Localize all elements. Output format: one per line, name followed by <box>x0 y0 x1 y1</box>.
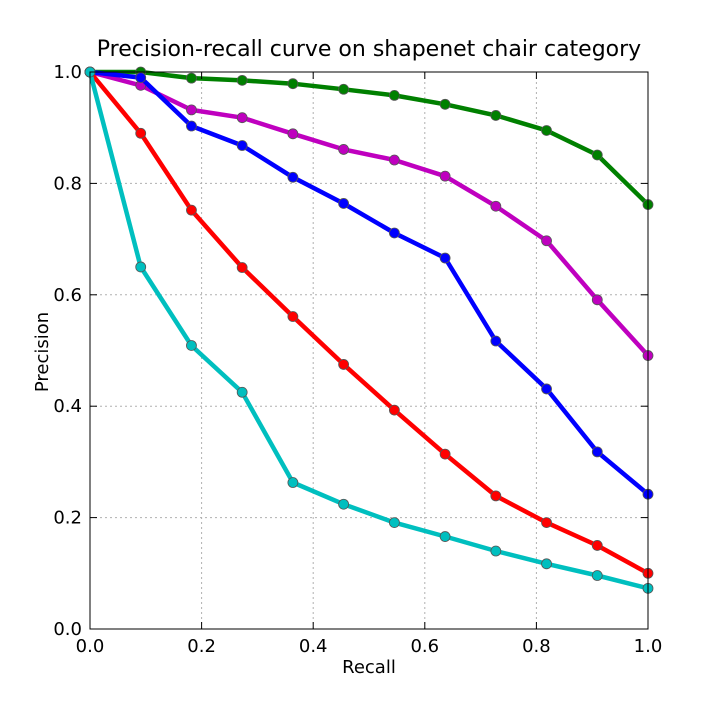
series-line <box>88 70 650 576</box>
data-point <box>236 386 248 398</box>
data-point <box>287 477 299 488</box>
data-point <box>287 78 299 90</box>
x-axis-label: Recall <box>342 657 396 678</box>
data-point <box>186 104 197 116</box>
data-point <box>236 262 248 273</box>
data-point <box>388 154 400 166</box>
data-point <box>541 383 552 395</box>
y-tick-label: 0.8 <box>53 173 82 194</box>
data-point <box>388 227 400 239</box>
data-point <box>135 261 147 273</box>
data-point <box>541 517 552 529</box>
x-tick-label: 0.0 <box>76 636 105 657</box>
x-tick-label: 0.6 <box>410 636 439 657</box>
data-point <box>490 545 502 557</box>
data-point <box>388 517 400 529</box>
data-point <box>186 72 197 84</box>
x-axis-ticks: 0.0 0.2 0.4 0.6 0.8 1.0 <box>76 72 663 657</box>
series-line <box>90 69 650 207</box>
data-point <box>490 335 502 347</box>
data-point <box>541 125 552 136</box>
data-point <box>186 120 197 132</box>
y-tick-label: 0.6 <box>53 285 82 306</box>
data-point <box>287 311 299 322</box>
series-1 <box>84 66 654 210</box>
data-point <box>490 110 502 121</box>
data-point <box>439 252 451 264</box>
y-tick-label: 0.0 <box>53 619 82 640</box>
data-point <box>236 112 248 124</box>
data-point <box>338 83 350 95</box>
data-point <box>439 98 451 110</box>
data-point <box>236 74 248 86</box>
series-layer <box>84 66 654 594</box>
series-5 <box>84 66 654 594</box>
data-point <box>388 404 400 416</box>
data-point <box>186 204 197 216</box>
data-point <box>135 127 147 139</box>
data-point <box>236 140 248 151</box>
data-point <box>591 294 603 306</box>
y-tick-label: 0.4 <box>53 396 82 417</box>
x-tick-label: 1.0 <box>634 636 663 657</box>
data-point <box>591 540 603 551</box>
data-point <box>338 359 350 370</box>
data-point <box>439 531 451 542</box>
data-point <box>439 448 451 460</box>
series-4 <box>84 66 654 579</box>
data-point <box>591 570 603 581</box>
data-point <box>338 144 350 155</box>
y-axis-label: Precision <box>32 312 53 392</box>
data-point <box>439 170 451 182</box>
chart-title: Precision-recall curve on shapenet chair… <box>97 37 641 62</box>
x-tick-label: 0.2 <box>187 636 216 657</box>
data-point <box>490 490 502 502</box>
data-point <box>490 200 502 212</box>
data-point <box>135 72 147 83</box>
y-axis-ticks: 0.0 0.2 0.4 0.6 0.8 1.0 <box>53 62 648 640</box>
data-point <box>541 558 552 570</box>
series-line <box>89 69 650 496</box>
y-tick-label: 1.0 <box>53 62 82 83</box>
data-point <box>591 149 603 161</box>
data-point <box>287 128 299 140</box>
series-3 <box>84 66 654 500</box>
data-point <box>541 235 552 247</box>
x-tick-label: 0.8 <box>522 636 551 657</box>
series-line <box>87 71 649 591</box>
data-point <box>186 340 197 351</box>
data-point <box>338 498 350 510</box>
data-point <box>388 89 400 101</box>
x-tick-label: 0.4 <box>299 636 328 657</box>
data-point <box>287 171 299 183</box>
series-line <box>89 69 650 358</box>
plot-frame <box>89 71 649 630</box>
data-point <box>591 446 603 458</box>
y-tick-label: 0.2 <box>53 508 82 529</box>
data-point <box>338 198 350 209</box>
